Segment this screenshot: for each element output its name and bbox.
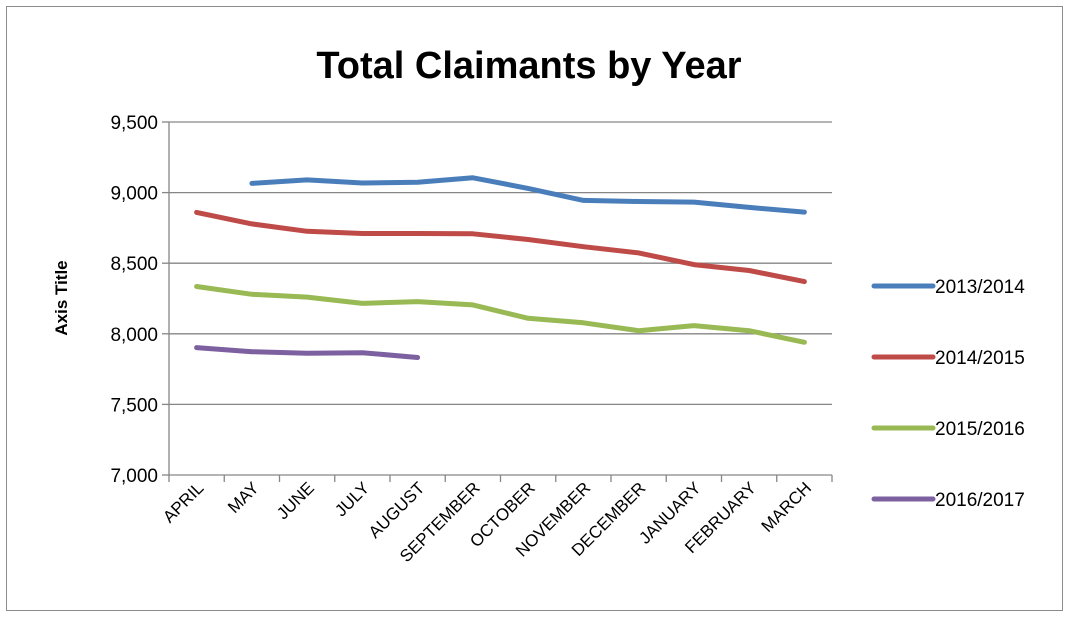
y-axis-ticks: 7,000 7,500 8,000 8,500 9,000 9,500 xyxy=(110,113,169,487)
y-tick-label: 8,000 xyxy=(110,325,158,346)
gridlines xyxy=(168,121,832,476)
chart-title: Total Claimants by Year xyxy=(316,45,741,87)
x-tick-label: JULY xyxy=(331,478,373,520)
x-tick-label: MARCH xyxy=(758,478,816,536)
series-lines xyxy=(194,175,807,360)
series-line xyxy=(249,175,807,215)
y-tick-label: 7,000 xyxy=(110,466,158,487)
y-tick-label: 9,000 xyxy=(110,184,158,205)
y-axis-title: Axis Title xyxy=(52,260,71,335)
legend-label: 2015/2016 xyxy=(935,419,1025,440)
chart-frame xyxy=(6,6,1063,611)
legend-label: 2016/2017 xyxy=(935,490,1025,511)
x-tick-label: JUNE xyxy=(273,478,318,523)
x-tick-label: MAY xyxy=(224,478,263,517)
y-tick-label: 9,500 xyxy=(110,113,158,134)
legend: 2013/2014 2014/2015 2015/2016 2016/2017 xyxy=(871,277,1025,511)
legend-label: 2014/2015 xyxy=(935,348,1025,369)
series-line xyxy=(194,284,807,345)
x-tick-label: APRIL xyxy=(159,478,207,526)
series-line xyxy=(194,209,807,285)
series-line xyxy=(194,345,421,360)
y-tick-label: 8,500 xyxy=(110,254,158,275)
legend-label: 2013/2014 xyxy=(935,277,1025,298)
x-axis-ticks: APRIL MAY JUNE JULYAUGUSTSEPTEMBEROCTOBERNO… xyxy=(159,475,833,566)
y-tick-label: 7,500 xyxy=(110,395,158,416)
